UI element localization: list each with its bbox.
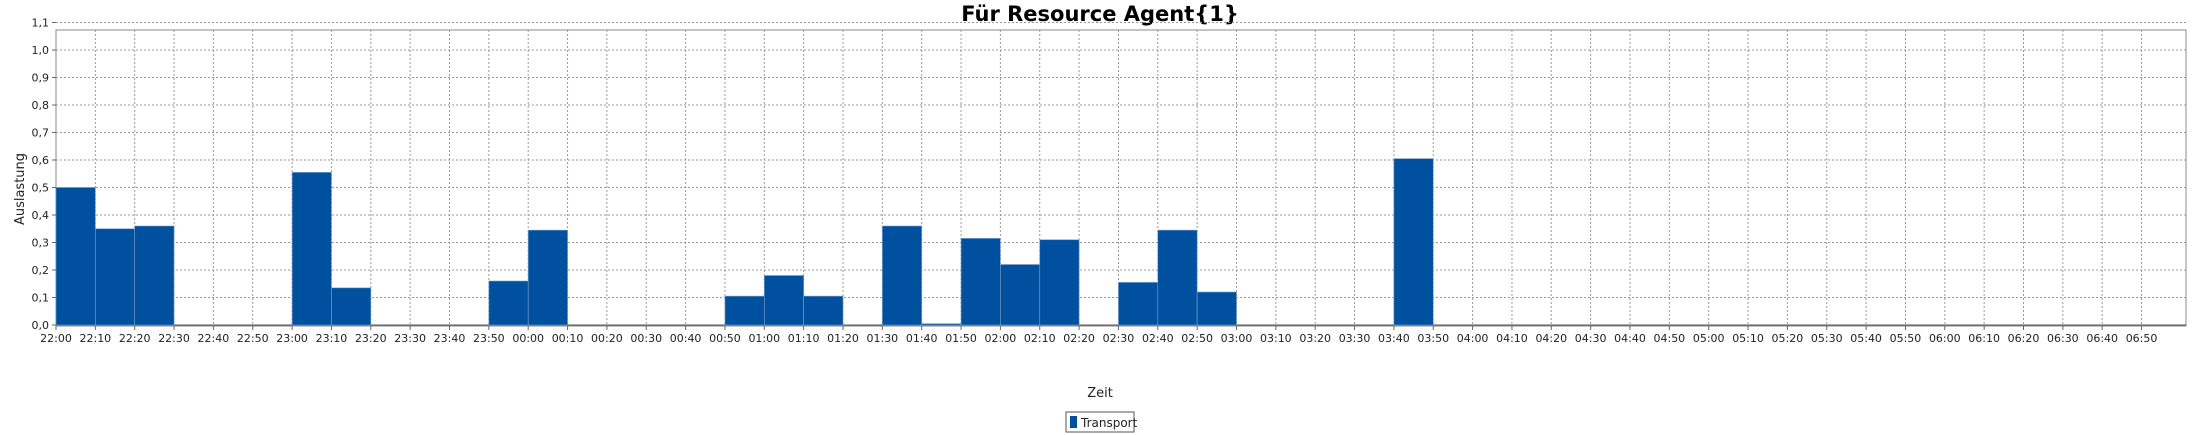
y-tick-label: 0,9 [32,72,50,85]
bar [882,225,922,326]
x-tick-label: 00:50 [709,332,741,345]
bar [1118,282,1159,326]
x-tick-label: 06:30 [2047,332,2079,345]
bar [95,228,135,326]
x-tick-label: 23:00 [276,332,308,345]
x-tick-label: 02:40 [1142,332,1174,345]
bar [527,229,568,326]
bar [921,323,962,326]
bars [55,158,1434,326]
y-tick-label: 0,7 [32,127,50,140]
x-tick-label: 03:00 [1221,332,1253,345]
bar [1000,264,1041,326]
bar [331,287,372,326]
legend-box [1065,411,1135,433]
y-tick-label: 0,6 [32,154,50,167]
x-tick-label: 04:20 [1535,332,1567,345]
x-tick-label: 06:10 [1968,332,2000,345]
x-tick-label: 00:40 [670,332,702,345]
y-tick-label: 0,2 [32,264,50,277]
x-tick-label: 22:20 [119,332,151,345]
legend: Transport [1065,411,1138,433]
x-tick-label: 22:30 [158,332,190,345]
bar [803,295,844,326]
y-tick-label: 1,1 [32,17,50,30]
x-tick-label: 01:10 [788,332,820,345]
x-tick-label: 00:10 [552,332,584,345]
bar [1393,158,1434,326]
x-tick-label: 23:20 [355,332,387,345]
x-tick-label: 04:00 [1457,332,1489,345]
x-tick-label: 06:00 [1929,332,1961,345]
y-axis-label: Auslastung [13,153,28,225]
bar [134,225,175,326]
x-tick-label: 06:40 [2086,332,2118,345]
x-tick-label: 04:30 [1575,332,1607,345]
x-tick-label: 04:40 [1614,332,1646,345]
y-tick-label: 1,0 [32,44,50,57]
x-tick-label: 05:20 [1772,332,1804,345]
x-tick-label: 00:00 [512,332,544,345]
x-tick-label: 06:50 [2126,332,2158,345]
x-tick-label: 04:50 [1653,332,1685,345]
x-tick-label: 03:30 [1339,332,1371,345]
x-tick-label: 22:50 [237,332,269,345]
y-tick-label: 0,1 [32,292,50,305]
x-tick-label: 03:50 [1417,332,1449,345]
x-tick-label: 23:50 [473,332,505,345]
y-tick-label: 0,4 [32,209,50,222]
x-tick-label: 01:30 [866,332,898,345]
bar [1039,239,1080,326]
x-tick-label: 05:40 [1850,332,1882,345]
x-tick-label: 00:20 [591,332,623,345]
x-tick-label: 22:10 [79,332,111,345]
x-tick-label: 22:40 [198,332,230,345]
x-tick-label: 01:50 [945,332,977,345]
bar [724,295,765,326]
bar [1157,229,1198,326]
x-tick-label: 03:20 [1299,332,1331,345]
legend-label: Transport [1080,416,1138,430]
bar [763,275,804,326]
x-tick-label: 02:10 [1024,332,1056,345]
x-tick-label: 05:30 [1811,332,1843,345]
x-axis-ticks: 22:00 22:10 22:20 22:30 22:40 22:50 23:00 23:10… [40,326,2157,345]
x-axis-label: Zeit [1087,386,1113,401]
y-tick-label: 0,3 [32,237,50,250]
x-tick-label: 03:40 [1378,332,1410,345]
x-tick-label: 01:40 [906,332,938,345]
legend-swatch [1070,416,1077,428]
plot-area [55,29,2187,327]
y-tick-label: 0,5 [32,182,50,195]
y-tick-label: 0,0 [32,319,50,332]
x-tick-label: 23:10 [316,332,348,345]
x-tick-label: 03:10 [1260,332,1292,345]
x-tick-label: 05:50 [1890,332,1922,345]
bar [488,280,529,326]
x-tick-label: 02:00 [985,332,1017,345]
x-tick-label: 01:20 [827,332,859,345]
bar [55,187,96,326]
x-tick-label: 04:10 [1496,332,1528,345]
x-tick-label: 23:40 [434,332,466,345]
bar [291,172,332,326]
x-tick-label: 00:30 [630,332,662,345]
y-tick-label: 0,8 [32,99,50,112]
x-tick-label: 05:10 [1732,332,1764,345]
x-tick-label: 02:50 [1181,332,1213,345]
x-tick-label: 02:30 [1103,332,1135,345]
x-tick-label: 06:20 [2008,332,2040,345]
x-tick-label: 02:20 [1063,332,1095,345]
bar [1196,291,1237,326]
bar [960,238,1001,326]
y-axis-ticks: 0,0 0,1 0,2 0,3 0,4 0,5 0,6 0,7 0,8 0,9 1,0 1,1 [32,17,56,332]
x-tick-label: 22:00 [40,332,72,345]
x-tick-label: 05:00 [1693,332,1725,345]
x-tick-label: 23:30 [394,332,426,345]
x-tick-label: 01:00 [748,332,780,345]
